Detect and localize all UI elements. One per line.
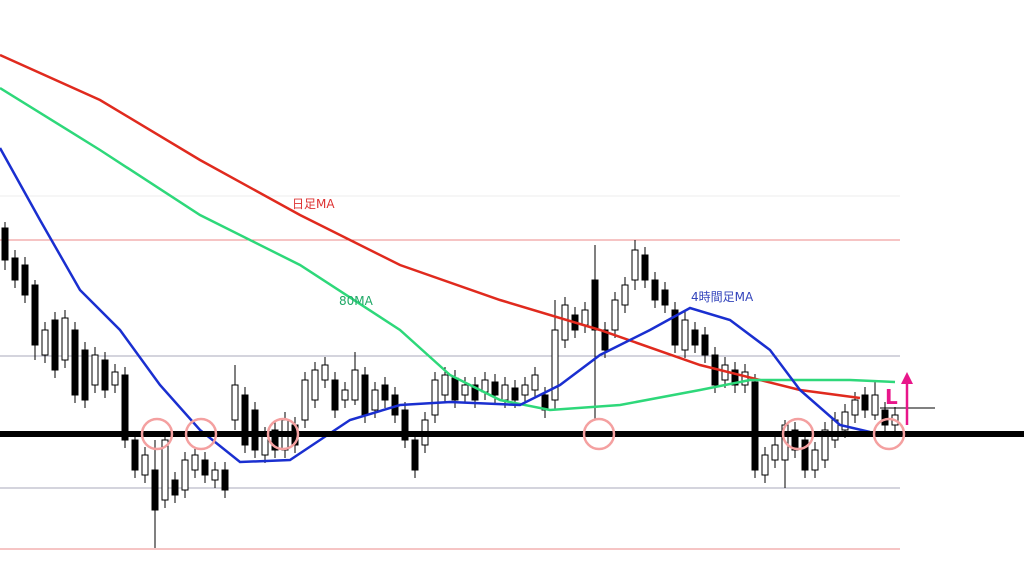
candle-body — [161, 439, 169, 501]
h4-ma-line — [0, 147, 871, 464]
candle-body — [251, 409, 259, 451]
candle-body — [341, 389, 349, 401]
candle-body — [141, 454, 149, 476]
candle-body — [661, 289, 669, 306]
candle-body — [331, 379, 339, 411]
touch-circle — [781, 417, 815, 451]
candle-body — [151, 469, 159, 511]
candle-body — [701, 334, 709, 356]
candle-body — [671, 309, 679, 346]
candle-body — [821, 429, 829, 461]
candle-body — [881, 409, 889, 426]
candle-body — [201, 459, 209, 476]
touch-circle — [140, 417, 174, 451]
candle-body — [561, 304, 569, 341]
candle-body — [21, 264, 29, 296]
candle-body — [741, 371, 749, 386]
candle-body — [211, 469, 219, 481]
candle-body — [221, 469, 229, 491]
candle-body — [651, 279, 659, 301]
arrow-head — [901, 372, 913, 384]
candle-body — [301, 379, 309, 421]
candle-body — [1, 227, 9, 261]
candle-body — [791, 429, 799, 451]
candle-body — [371, 389, 379, 411]
candle-body — [761, 454, 769, 476]
candle-body — [361, 374, 369, 416]
candle-body — [381, 384, 389, 401]
candle-body — [431, 379, 439, 416]
candle-body — [531, 374, 539, 391]
candle-body — [451, 377, 459, 401]
touch-markers — [140, 417, 906, 451]
candle-body — [681, 319, 689, 351]
candle-body — [611, 299, 619, 331]
candle-body — [41, 329, 49, 356]
candle-body — [411, 439, 419, 471]
candle-body — [461, 384, 469, 396]
candle-body — [171, 479, 179, 496]
candle-body — [501, 384, 509, 401]
candle-body — [861, 394, 869, 411]
candles — [1, 222, 899, 548]
candle-body — [491, 381, 499, 396]
ma-label: 4時間足MA — [691, 290, 754, 304]
candle-body — [51, 319, 59, 371]
candle-body — [31, 284, 39, 346]
candle-body — [401, 409, 409, 441]
candle-body — [61, 317, 69, 361]
candle-body — [231, 384, 239, 421]
candle-body — [271, 429, 279, 451]
candle-body — [71, 329, 79, 396]
candle-body — [641, 254, 649, 281]
candle-body — [101, 359, 109, 391]
candle-body — [261, 434, 269, 456]
touch-circle — [266, 417, 300, 451]
candle-body — [811, 449, 819, 471]
candle-body — [871, 394, 879, 416]
touch-circle — [872, 417, 906, 451]
candle-body — [581, 309, 589, 326]
candle-body — [311, 369, 319, 401]
candle-body — [181, 459, 189, 491]
ma-label: 80MA — [339, 294, 374, 308]
candle-body — [591, 279, 599, 331]
candle-body — [81, 349, 89, 401]
candle-body — [851, 399, 859, 416]
candle-body — [351, 369, 359, 401]
ma-label: 日足MA — [292, 197, 335, 211]
candle-body — [441, 374, 449, 396]
ma80-line — [0, 86, 896, 412]
candle-body — [511, 387, 519, 401]
candle-body — [801, 439, 809, 471]
candle-body — [631, 249, 639, 281]
candle-body — [551, 329, 559, 401]
candle-body — [751, 381, 759, 471]
candle-body — [191, 454, 199, 471]
candle-body — [131, 439, 139, 471]
candle-body — [11, 257, 19, 281]
candle-body — [471, 384, 479, 401]
candle-body — [111, 371, 119, 386]
candle-body — [121, 374, 129, 441]
candle-body — [621, 284, 629, 306]
candle-body — [241, 394, 249, 446]
daily-ma-line — [0, 53, 861, 400]
candle-body — [841, 411, 849, 431]
touch-circle — [184, 417, 218, 451]
touch-circle — [582, 417, 616, 451]
entry-label: L — [885, 385, 898, 409]
candle-body — [771, 444, 779, 461]
candle-body — [691, 329, 699, 346]
candle-body — [601, 329, 609, 351]
candle-body — [731, 369, 739, 386]
candle-body — [91, 354, 99, 386]
candle-body — [521, 384, 529, 396]
candle-body — [321, 364, 329, 381]
